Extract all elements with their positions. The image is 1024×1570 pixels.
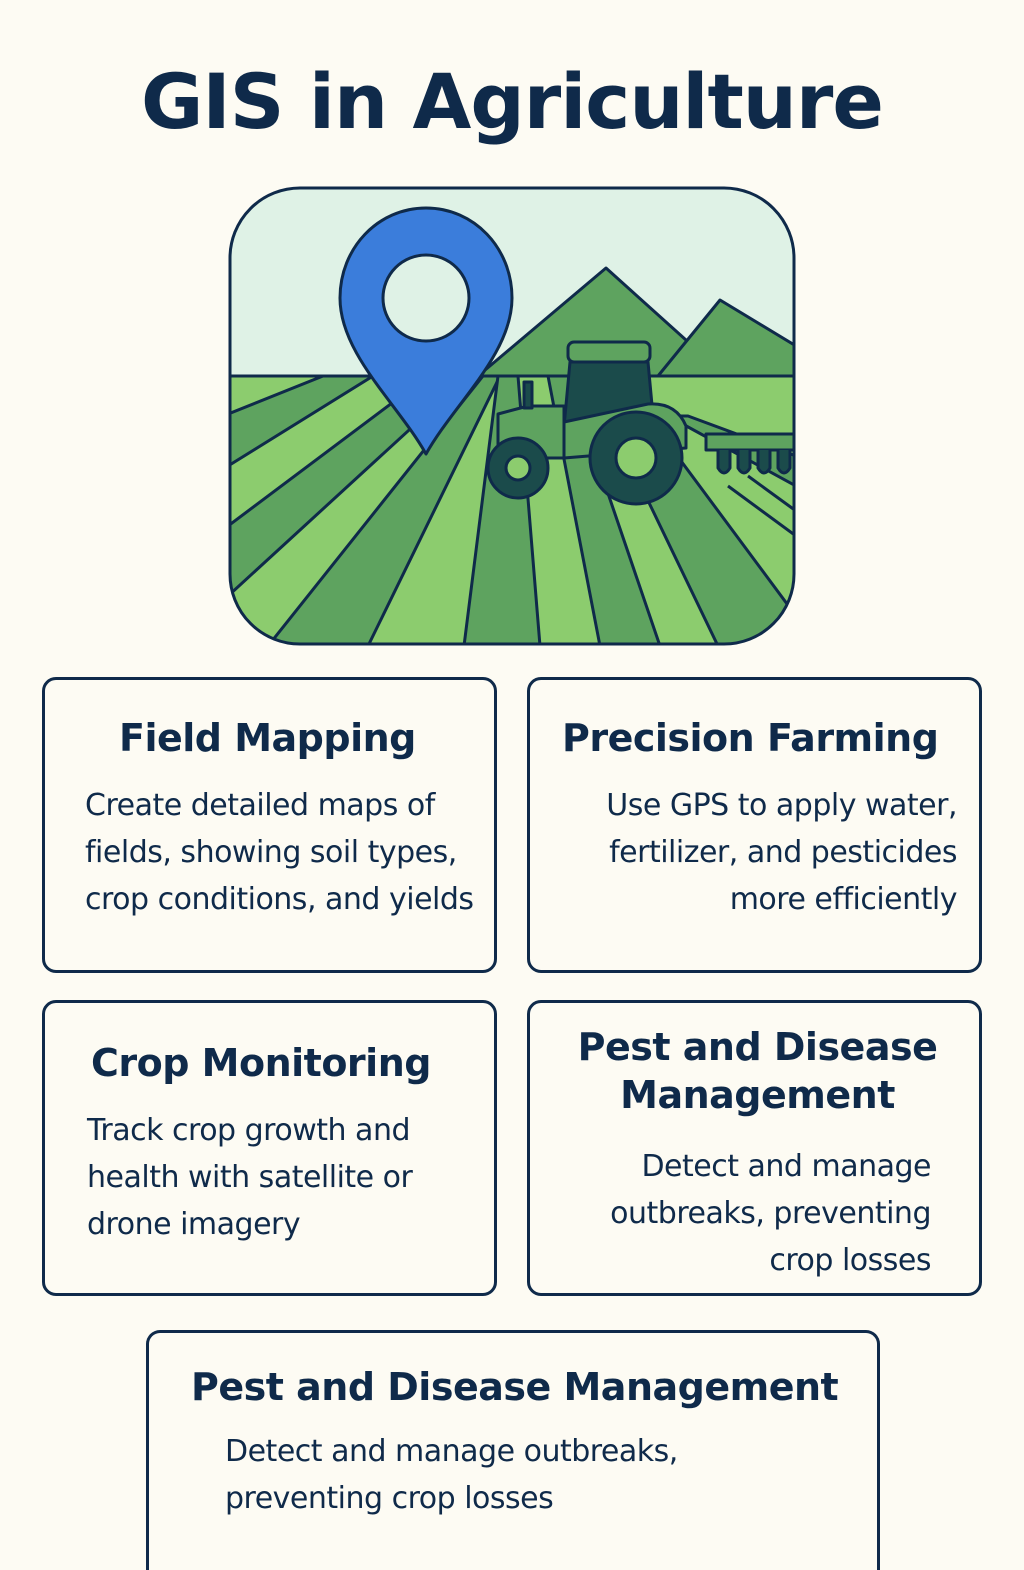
tractor-cab-roof xyxy=(566,340,652,364)
tractor-exhaust xyxy=(522,380,534,410)
card-title: Crop Monitoring xyxy=(91,1041,431,1085)
card-description: Detect and manage outbreaks, preventing … xyxy=(225,1428,678,1522)
card-description-line: Use GPS to apply water, xyxy=(606,788,957,823)
card-description-line: crop losses xyxy=(769,1243,931,1278)
card-title: Pest and Disease Management xyxy=(530,1023,985,1119)
card-description: Use GPS to apply water, fertilizer, and … xyxy=(606,782,957,923)
card-field-mapping: Field Mapping Create detailed maps of fi… xyxy=(42,677,497,973)
card-description-line: Create detailed maps of xyxy=(85,788,435,823)
card-description-line: Track crop growth and xyxy=(87,1113,411,1148)
farm-map-illustration xyxy=(228,186,796,646)
card-description-line: health with satellite or xyxy=(87,1160,413,1195)
card-title-line: Pest and Disease xyxy=(577,1025,938,1069)
card-title: Field Mapping xyxy=(119,716,416,760)
card-title: Pest and Disease Management xyxy=(191,1365,839,1409)
trailer-tines xyxy=(716,450,792,475)
card-title: Precision Farming xyxy=(562,716,939,760)
card-description: Create detailed maps of fields, showing … xyxy=(85,782,474,923)
card-description-line: fertilizer, and pesticides xyxy=(609,835,957,870)
card-precision-farming: Precision Farming Use GPS to apply water… xyxy=(527,677,982,973)
card-description-line: more efficiently xyxy=(729,882,958,917)
card-title-line: Management xyxy=(620,1073,895,1117)
card-description-line: Detect and manage xyxy=(641,1149,931,1184)
card-pest-disease-management-wide: Pest and Disease Management Detect and m… xyxy=(146,1330,880,1570)
card-description: Detect and manage outbreaks, preventing … xyxy=(610,1143,931,1284)
card-crop-monitoring: Crop Monitoring Track crop growth and he… xyxy=(42,1000,497,1296)
card-description: Track crop growth and health with satell… xyxy=(87,1107,413,1248)
card-pest-disease-management: Pest and Disease Management Detect and m… xyxy=(527,1000,982,1296)
card-description-line: fields, showing soil types, xyxy=(85,835,457,870)
card-description-line: preventing crop losses xyxy=(225,1481,554,1516)
card-description-line: crop conditions, and yields xyxy=(85,882,474,917)
card-description-line: outbreaks, preventing xyxy=(610,1196,931,1231)
map-pin-hole xyxy=(381,253,471,343)
page-title: GIS in Agriculture xyxy=(141,57,884,146)
tractor-front-hub xyxy=(504,454,532,482)
tractor-rear-hub xyxy=(614,436,658,480)
trailer xyxy=(704,432,794,452)
card-description-line: drone imagery xyxy=(87,1207,301,1242)
card-description-line: Detect and manage outbreaks, xyxy=(225,1434,678,1469)
